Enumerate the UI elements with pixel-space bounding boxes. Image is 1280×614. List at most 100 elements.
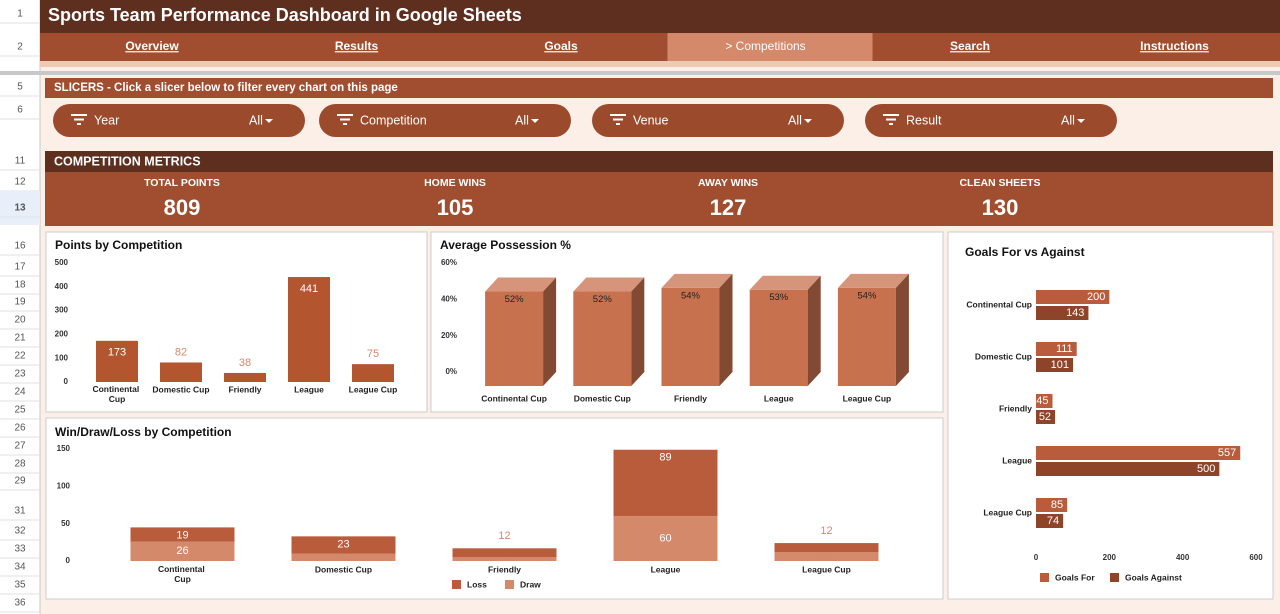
row-number: 25 xyxy=(14,405,26,416)
bar xyxy=(224,372,266,382)
caret xyxy=(804,119,812,123)
caret xyxy=(265,119,273,123)
y-tick-label: 0 xyxy=(66,556,71,565)
chart-title: Average Possession % xyxy=(440,238,571,252)
row-number: 1 xyxy=(17,9,23,20)
slicer[interactable] xyxy=(592,104,844,137)
bar xyxy=(837,273,909,386)
caret xyxy=(531,119,539,123)
y-tick-label: 0 xyxy=(64,377,69,386)
data-label: 53% xyxy=(769,292,789,303)
bar-side xyxy=(631,277,645,386)
bar-front xyxy=(661,287,720,386)
row-number: 17 xyxy=(14,262,26,273)
title-bar xyxy=(40,0,1280,33)
bar-segment xyxy=(452,548,557,558)
data-label: 557 xyxy=(1218,447,1236,459)
bar-side xyxy=(807,275,821,386)
bar xyxy=(96,340,138,382)
bar-top xyxy=(661,273,733,288)
x-tick-label: 0 xyxy=(1034,553,1039,562)
bar xyxy=(485,277,557,386)
bar-segment xyxy=(452,557,557,561)
x-tick-label: Domestic Cup xyxy=(152,384,209,394)
bar-segment xyxy=(130,527,235,542)
slicer[interactable] xyxy=(865,104,1117,137)
bar xyxy=(749,275,821,386)
chart-title: Points by Competition xyxy=(55,238,182,252)
y-tick-label: 500 xyxy=(55,258,69,267)
row-number: 32 xyxy=(14,526,26,537)
row-number: 22 xyxy=(14,351,26,362)
x-tick-label: League Cup xyxy=(843,393,892,403)
chart-title: Win/Draw/Loss by Competition xyxy=(55,425,232,439)
row-number: 29 xyxy=(14,476,26,487)
data-label: 52% xyxy=(593,294,613,305)
x-tick-label: Friendly xyxy=(228,384,261,394)
y-tick-label: League xyxy=(1002,455,1032,465)
bar xyxy=(1036,342,1077,356)
data-label: 52 xyxy=(1039,411,1051,423)
row-number: 21 xyxy=(14,333,26,344)
data-label: 19 xyxy=(176,529,188,541)
bar xyxy=(352,364,394,382)
slicer[interactable] xyxy=(53,104,305,137)
row-number: 12 xyxy=(14,177,26,188)
data-label: 143 xyxy=(1066,307,1084,319)
bar-segment xyxy=(774,552,879,561)
legend-label: Goals Against xyxy=(1125,572,1182,582)
bar xyxy=(1036,290,1110,304)
legend-swatch xyxy=(452,580,461,589)
legend-swatch xyxy=(1040,573,1049,582)
x-tick-label: 400 xyxy=(1176,553,1190,562)
row-header xyxy=(0,0,40,614)
y-tick-label: 20% xyxy=(441,331,457,340)
x-tick-label: League xyxy=(651,564,681,574)
nav-tab[interactable]: Goals xyxy=(544,39,578,53)
selected-row xyxy=(0,191,40,225)
y-tick-label: 150 xyxy=(57,444,71,453)
slicer-value: All xyxy=(515,113,529,127)
bar-segment xyxy=(613,449,718,517)
data-label: 74 xyxy=(1047,515,1059,527)
metrics-header xyxy=(45,151,1273,172)
row-number: 31 xyxy=(14,506,26,517)
bar-top xyxy=(837,273,909,288)
bar xyxy=(1036,462,1220,476)
bar-top xyxy=(485,277,557,292)
data-label: 75 xyxy=(367,348,379,360)
y-tick-label: Domestic Cup xyxy=(975,351,1032,361)
bar-front xyxy=(837,287,896,386)
legend-label: Loss xyxy=(467,579,487,589)
y-tick-label: 100 xyxy=(55,353,69,362)
active-tab xyxy=(667,33,873,61)
legend-swatch xyxy=(1110,573,1119,582)
bar-segment xyxy=(613,516,718,561)
nav-tab[interactable]: Overview xyxy=(125,39,179,53)
metrics-title: COMPETITION METRICS xyxy=(54,154,201,168)
metric-label: TOTAL POINTS xyxy=(144,177,220,189)
slicer-bar xyxy=(45,78,1273,98)
bar-segment xyxy=(774,543,879,553)
metric-value: 127 xyxy=(710,195,747,220)
bar-side xyxy=(543,277,557,386)
x-tick-label: Domestic Cup xyxy=(315,564,372,574)
nav-tab[interactable]: Search xyxy=(950,39,990,53)
x-tick-label: Continental Cup xyxy=(158,564,207,584)
legend-label: Goals For xyxy=(1055,572,1095,582)
row-number: 13 xyxy=(14,203,26,214)
data-label: 111 xyxy=(1056,343,1073,355)
data-label: 85 xyxy=(1051,499,1063,511)
bar-segment xyxy=(130,541,235,561)
chart-title: Goals For vs Against xyxy=(965,245,1085,259)
nav-tab[interactable]: Instructions xyxy=(1140,39,1209,53)
slicer-value: All xyxy=(1061,113,1075,127)
bar xyxy=(1036,306,1089,320)
nav-tab[interactable]: > Competitions xyxy=(725,39,805,53)
slicer-label: Result xyxy=(906,113,942,127)
nav-tab[interactable]: Results xyxy=(335,39,379,53)
slicer[interactable] xyxy=(319,104,571,137)
row-number: 20 xyxy=(14,315,26,326)
y-tick-label: 300 xyxy=(55,306,69,315)
